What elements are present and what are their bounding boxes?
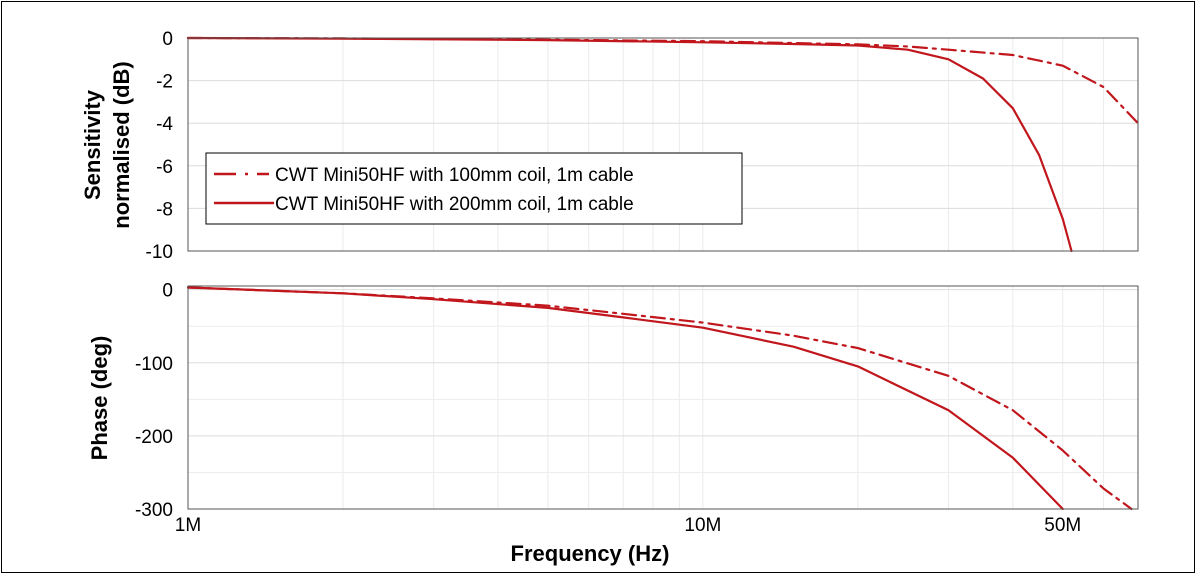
y-tick-label: -100 [135, 354, 173, 375]
y-tick-label: -2 [156, 72, 173, 93]
y-tick-label: -300 [135, 500, 173, 521]
y-tick-label: -4 [156, 114, 173, 135]
legend [205, 152, 743, 225]
y-axis-title-line-1: Sensitivity [80, 89, 105, 200]
y-tick-label: -200 [135, 427, 173, 448]
y-axis-title: Phase (deg) [87, 336, 112, 461]
legend-label-200mm-coil: CWT Mini50HF with 200mm coil, 1m cable [275, 194, 634, 215]
plot-area [187, 285, 1139, 510]
x-tick-label: 1M [175, 515, 201, 536]
y-axis-title-line-2: normalised (dB) [109, 61, 134, 228]
y-tick-label: 0 [162, 281, 173, 302]
series-line-100mm-coil [186, 286, 1133, 511]
plot-area [187, 37, 1139, 252]
legend-label-100mm-coil: CWT Mini50HF with 100mm coil, 1m cable [275, 165, 634, 186]
series-line-200mm-coil [186, 36, 1073, 253]
x-tick-label: 10M [684, 515, 721, 536]
y-tick-label: 0 [162, 29, 173, 50]
y-tick-label: -8 [156, 199, 173, 220]
x-axis-title: Frequency (Hz) [511, 541, 670, 566]
x-tick-label: 50M [1044, 515, 1081, 536]
series-line-200mm-coil [186, 286, 1064, 511]
y-tick-label: -6 [156, 157, 173, 178]
y-tick-label: -10 [146, 242, 173, 263]
